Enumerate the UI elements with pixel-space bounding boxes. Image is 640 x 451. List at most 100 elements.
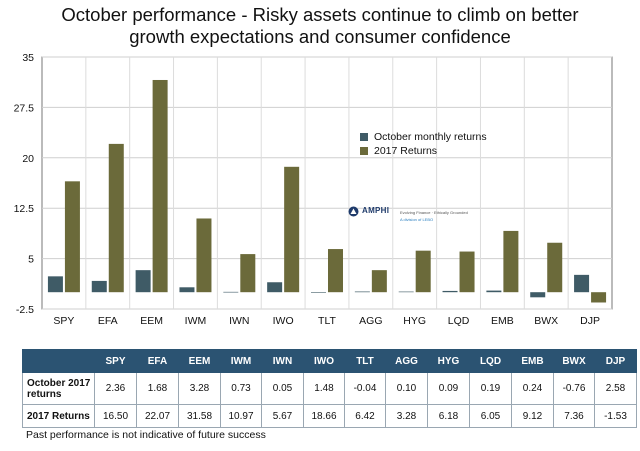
y-tick-label: 5 [28, 254, 34, 266]
table-corner [22, 349, 95, 373]
bar-october-iwn [223, 291, 239, 293]
bar-2017-bwx [547, 242, 563, 293]
bar-2017-efa [108, 143, 124, 293]
y-tick-label: 12.5 [14, 203, 35, 215]
table-cell: 7.36 [553, 404, 595, 428]
amphi-logo: AMPHI Evolving Finance · Ethically Groun… [348, 204, 468, 230]
bar-october-emb [486, 290, 502, 293]
bar-2017-tlt [328, 249, 343, 293]
table-cell: 31.58 [178, 404, 221, 428]
x-tick-label: BWX [534, 315, 558, 327]
col-header: DJP [594, 349, 637, 373]
bar-2017-emb [503, 230, 519, 293]
table-cell: 0.24 [511, 372, 554, 405]
table-row-2017: 2017 Returns 16.50 22.07 31.58 10.97 5.67 18.… [22, 404, 637, 428]
legend-swatch-2017 [360, 147, 368, 155]
table-cell: 6.05 [469, 404, 512, 428]
x-tick-label: IWO [273, 315, 294, 327]
logo-name: AMPHI [362, 206, 390, 215]
legend-swatch-october [360, 133, 368, 141]
table-cell: -0.76 [553, 372, 595, 405]
x-tick-label: IWM [185, 315, 207, 327]
x-tick-label: HYG [403, 315, 426, 327]
col-header: IWO [303, 349, 345, 373]
plot-frame [41, 56, 613, 310]
table-cell: 6.18 [427, 404, 470, 428]
row-label-october: October 2017 returns [22, 372, 95, 405]
y-tick-label: 20 [22, 153, 34, 165]
amphi-logo-icon [348, 206, 359, 217]
bar-2017-iwo [284, 166, 300, 293]
row-label-2017: 2017 Returns [22, 404, 95, 428]
table-header-row: SPY EFA EEM IWM IWN IWO TLT AGG HYG LQD EMB BWX DJP [22, 349, 637, 373]
table-cell: 0.10 [385, 372, 428, 405]
x-tick-label: DJP [580, 315, 600, 327]
x-tick-label: EEM [140, 315, 163, 327]
table-cell: -1.53 [594, 404, 637, 428]
table-cell: 0.19 [469, 372, 512, 405]
chart-title: October performance - Risky assets conti… [0, 4, 640, 48]
bar-chart: 35 27.5 20 12.5 5 -2.5 SPY EFA EEM IWM IWN IWO TLT AG… [14, 52, 613, 327]
bar-2017-spy [64, 181, 80, 293]
logo-tagline: Evolving Finance · Ethically Grounded [400, 210, 468, 215]
bar-october-iwm [179, 287, 195, 293]
table-cell: 10.97 [220, 404, 262, 428]
bar-october-eem [135, 270, 151, 293]
footnote: Past performance is not indicative of fu… [26, 429, 266, 441]
table-cell: 9.12 [511, 404, 554, 428]
bar-2017-hyg [415, 250, 431, 293]
y-tick-label: 27.5 [14, 102, 35, 114]
table-cell: 18.66 [303, 404, 345, 428]
bar-2017-eem [152, 79, 168, 293]
col-header: EMB [511, 349, 554, 373]
col-header: IWM [220, 349, 262, 373]
bar-october-lqd [442, 290, 458, 293]
col-header: AGG [385, 349, 428, 373]
table-cell: -0.04 [344, 372, 386, 405]
col-header: EEM [178, 349, 221, 373]
table-row-october: October 2017 returns 2.36 1.68 3.28 0.73 0.0… [22, 372, 637, 405]
legend-item-2017: 2017 Returns [360, 144, 487, 158]
x-tick-label: AGG [359, 315, 382, 327]
chart-legend: October monthly returns 2017 Returns [360, 130, 487, 158]
table-cell: 0.05 [261, 372, 304, 405]
legend-item-october: October monthly returns [360, 130, 487, 144]
table-cell: 1.68 [136, 372, 179, 405]
x-tick-label: EMB [491, 315, 514, 327]
x-tick-label: EFA [98, 315, 118, 327]
bar-2017-agg [371, 270, 387, 293]
bar-october-hyg [398, 291, 414, 293]
bar-2017-djp [591, 292, 607, 303]
bar-2017-iwm [196, 218, 212, 293]
x-tick-label: SPY [53, 315, 74, 327]
y-tick-label: -2.5 [16, 304, 34, 316]
table-cell: 3.28 [385, 404, 428, 428]
bar-october-efa [91, 280, 107, 293]
x-tick-label: TLT [318, 315, 336, 327]
x-tick-label: IWN [229, 315, 249, 327]
title-line-2: growth expectations and consumer confide… [129, 26, 511, 47]
col-header: TLT [344, 349, 386, 373]
table-cell: 16.50 [94, 404, 137, 428]
col-header: LQD [469, 349, 512, 373]
bar-2017-iwn [240, 254, 256, 293]
table-cell: 3.28 [178, 372, 221, 405]
y-tick-label: 35 [22, 52, 34, 64]
title-line-1: October performance - Risky assets conti… [61, 4, 579, 25]
table-cell: 6.42 [344, 404, 386, 428]
legend-label-october: October monthly returns [374, 131, 487, 143]
bar-october-djp [574, 274, 590, 293]
legend-label-2017: 2017 Returns [374, 145, 438, 157]
bar-october-bwx [530, 292, 546, 298]
bar-october-agg [354, 291, 370, 293]
table-cell: 5.67 [261, 404, 304, 428]
table-cell: 22.07 [136, 404, 179, 428]
bar-october-iwo [267, 282, 283, 293]
col-header: IWN [261, 349, 304, 373]
bar-2017-lqd [459, 251, 475, 293]
logo-division: A division of LEBO [400, 217, 434, 222]
col-header: BWX [553, 349, 595, 373]
col-header: HYG [427, 349, 470, 373]
table-cell: 0.09 [427, 372, 470, 405]
returns-table: SPY EFA EEM IWM IWN IWO TLT AGG HYG LQD EMB BWX DJP … [22, 349, 637, 428]
